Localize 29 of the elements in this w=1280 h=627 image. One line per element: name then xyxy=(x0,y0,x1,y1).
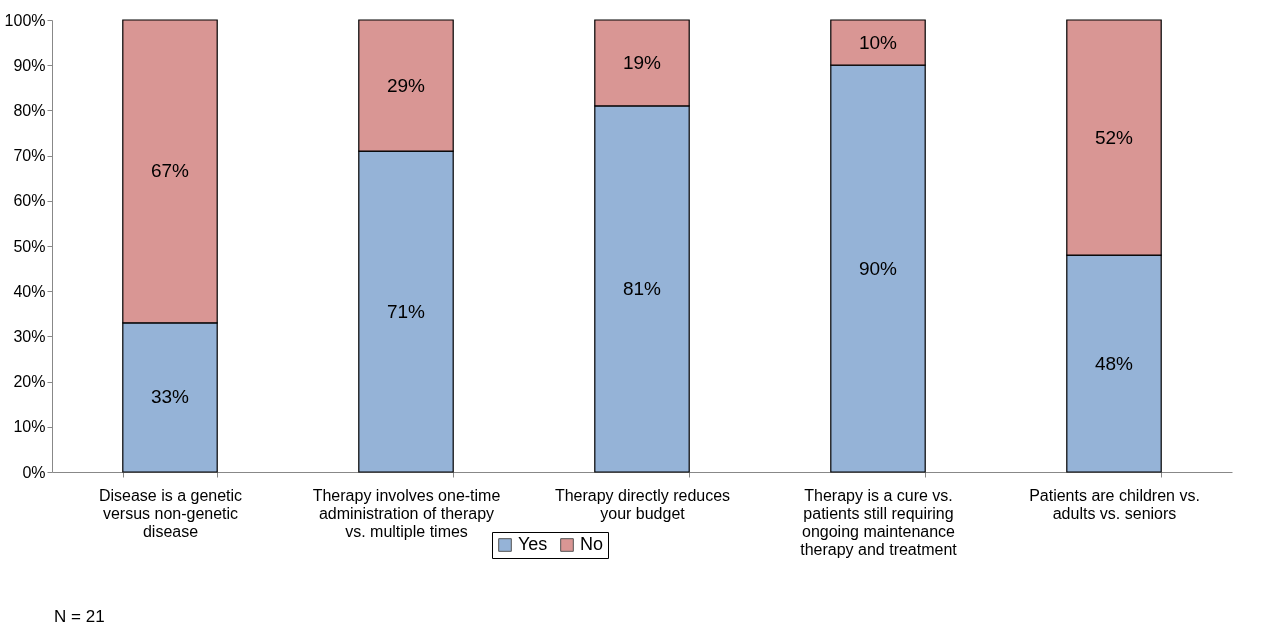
x-tick-label: Therapy directly reduces your budget xyxy=(554,486,731,522)
x-tick-label: Disease is a genetic versus non-genetic disease xyxy=(98,486,243,540)
data-label: 90% xyxy=(858,257,898,279)
legend-label: Yes xyxy=(518,534,548,554)
y-tick-label: 70% xyxy=(13,147,46,165)
y-tick-label: 90% xyxy=(13,56,46,74)
data-label: 19% xyxy=(622,51,662,73)
y-tick-label: 0% xyxy=(22,463,46,481)
y-tick-label: 30% xyxy=(13,327,46,345)
data-label: 48% xyxy=(1094,352,1134,374)
data-label: 10% xyxy=(858,31,898,53)
data-label: 71% xyxy=(386,300,426,322)
y-tick-label: 60% xyxy=(13,192,46,210)
y-tick-label: 10% xyxy=(13,418,46,436)
data-label: 29% xyxy=(386,74,426,96)
data-label: 52% xyxy=(1094,126,1134,148)
x-tick-label: Therapy is a cure vs. patients still requiring ongoing maintenance therapy and treatment xyxy=(800,486,958,558)
data-label: 67% xyxy=(150,160,190,182)
legend-label: No xyxy=(580,534,604,554)
data-label: 81% xyxy=(622,277,662,299)
y-tick-label: 100% xyxy=(4,11,46,29)
x-tick-label: Therapy involves one-time administration of therapy vs. multiple times xyxy=(312,486,501,540)
data-label: 33% xyxy=(150,386,190,408)
text: N = 21 xyxy=(54,606,105,626)
x-tick-label: Patients are children vs. adults vs. seniors xyxy=(1029,486,1200,522)
y-tick-label: 40% xyxy=(13,282,46,300)
y-tick-label: 20% xyxy=(13,373,46,391)
y-tick-label: 50% xyxy=(13,237,46,255)
y-tick-label: 80% xyxy=(13,101,46,119)
